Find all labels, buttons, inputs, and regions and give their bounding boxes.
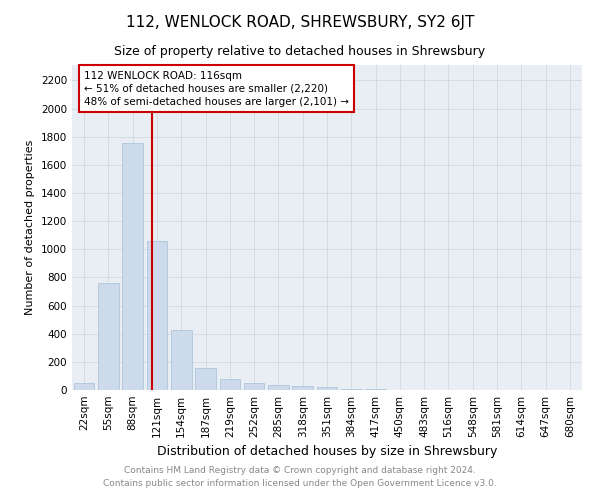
Y-axis label: Number of detached properties: Number of detached properties [25,140,35,315]
Bar [220,378,240,390]
Text: 112, WENLOCK ROAD, SHREWSBURY, SY2 6JT: 112, WENLOCK ROAD, SHREWSBURY, SY2 6JT [126,15,474,30]
Bar [146,241,167,390]
Bar [317,387,337,390]
Bar [171,330,191,390]
Bar [122,143,143,390]
Text: Contains HM Land Registry data © Crown copyright and database right 2024.
Contai: Contains HM Land Registry data © Crown c… [103,466,497,487]
Bar [98,283,119,390]
Bar [74,383,94,390]
Bar [268,385,289,390]
Bar [244,383,265,390]
Bar [341,388,362,390]
Text: 112 WENLOCK ROAD: 116sqm
← 51% of detached houses are smaller (2,220)
48% of sem: 112 WENLOCK ROAD: 116sqm ← 51% of detach… [84,70,349,107]
X-axis label: Distribution of detached houses by size in Shrewsbury: Distribution of detached houses by size … [157,446,497,458]
Text: Size of property relative to detached houses in Shrewsbury: Size of property relative to detached ho… [115,45,485,58]
Bar [195,368,216,390]
Bar [292,386,313,390]
